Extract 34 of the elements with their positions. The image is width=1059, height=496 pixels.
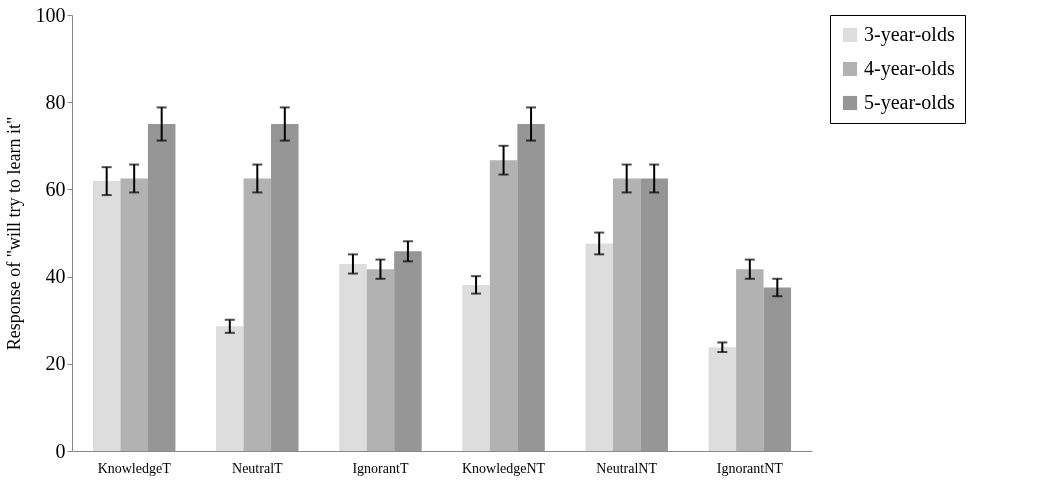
bar	[339, 263, 367, 451]
bar	[216, 326, 244, 451]
x-tick-label: KnowledgeT	[97, 460, 172, 476]
bar	[489, 160, 518, 451]
bar	[366, 269, 395, 451]
y-tick-label: 80	[45, 90, 66, 113]
bar	[640, 178, 668, 451]
bar	[462, 284, 490, 451]
x-tick-label: KnowledgeNT	[461, 460, 546, 476]
bar	[271, 124, 299, 451]
bar	[243, 178, 272, 451]
bar	[708, 347, 737, 451]
y-tick-label: 40	[45, 265, 66, 288]
x-tick-label: NeutralNT	[596, 460, 658, 476]
bar	[517, 124, 545, 451]
y-tick-label: 20	[45, 352, 66, 375]
legend-label: 3-year-olds	[864, 23, 955, 46]
bar	[147, 124, 176, 451]
bar	[120, 178, 148, 451]
bar	[763, 287, 792, 451]
bar	[612, 178, 641, 451]
y-axis-title: Response of "will try to learn it"	[3, 116, 24, 351]
y-tick-label: 100	[35, 3, 66, 26]
x-tick-label: NeutralT	[232, 460, 284, 476]
legend-label: 4-year-olds	[864, 57, 955, 80]
x-tick-label: IgnorantT	[352, 460, 409, 476]
y-tick-label: 0	[55, 439, 66, 462]
bar	[394, 251, 422, 451]
x-tick-label: IgnorantNT	[716, 460, 784, 476]
bar	[92, 181, 121, 451]
bar	[585, 243, 613, 451]
y-tick-label: 60	[45, 177, 66, 200]
legend-label: 5-year-olds	[864, 91, 955, 114]
bar	[736, 269, 764, 451]
